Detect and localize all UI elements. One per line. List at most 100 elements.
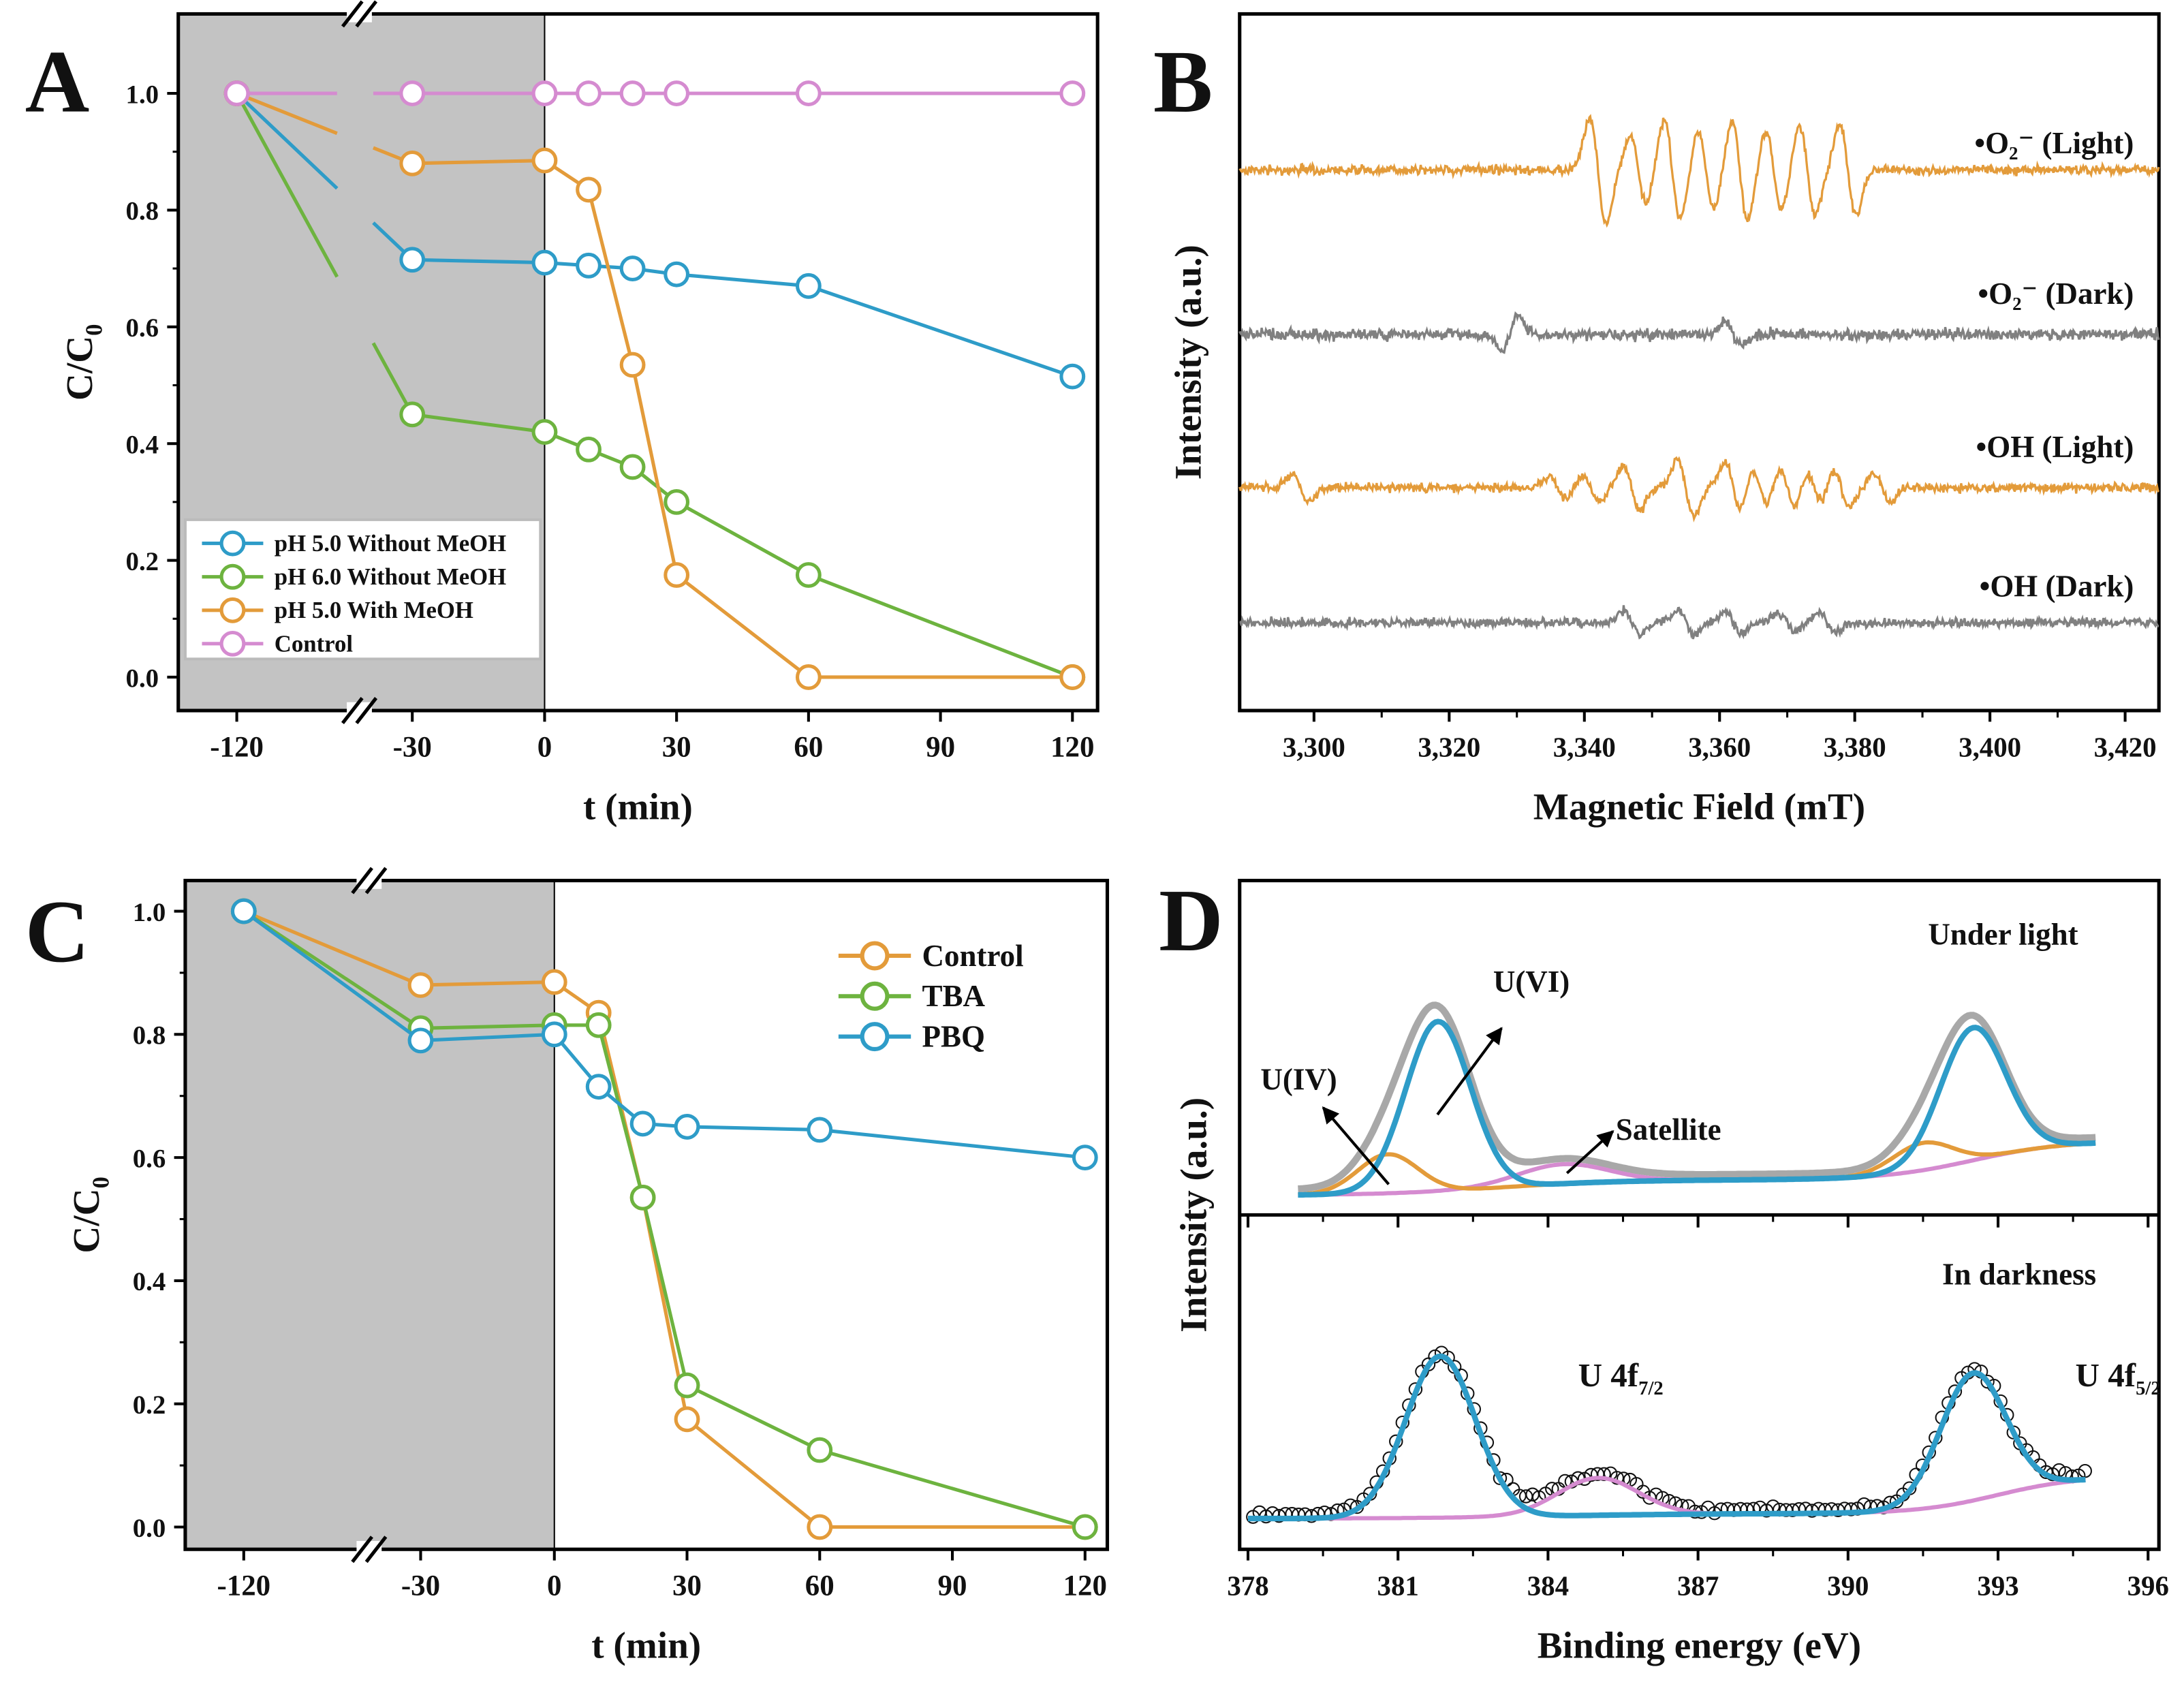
y-axis-label: Intensity (a.u.): [1167, 245, 1208, 480]
y-axis-label-main: C/C: [59, 336, 100, 401]
data-point: [399, 247, 426, 273]
data-point: [674, 1372, 700, 1399]
y-tick-label: 0.0: [126, 664, 159, 693]
legend-swatch-marker: [860, 1022, 890, 1052]
x-tick-label: 90: [926, 732, 955, 764]
panel-d: 378 381 384 387 390 393 396 U(VI) U(IV) Satellite…: [1173, 878, 2169, 1666]
axis-break-mark: [364, 1536, 388, 1563]
dark-phase-shading: [185, 880, 555, 1550]
subpanel-title: In darkness: [1942, 1258, 2096, 1292]
data-point: [531, 249, 558, 276]
y-axis-label: C/C0: [65, 1177, 114, 1253]
peak-label-f72: U 4f7/2: [1578, 1356, 1664, 1399]
data-point: [541, 969, 567, 995]
data-point: [807, 1117, 833, 1143]
data-point: [1059, 664, 1086, 690]
series-line-segment: [685, 1418, 821, 1529]
y-tick-label: 0.4: [133, 1267, 166, 1296]
peak-label-f52: U 4f5/2: [2076, 1356, 2161, 1399]
series-line-segment: [641, 1197, 689, 1386]
legend-swatch-marker: [219, 630, 246, 657]
x-tick-label: 30: [672, 1570, 702, 1602]
x-tick-label: 3,380: [1824, 732, 1886, 763]
data-point: [807, 1514, 833, 1540]
data-point: [407, 1027, 434, 1054]
x-tick-label: 3,340: [1553, 732, 1616, 763]
x-tick-label: -30: [393, 732, 432, 764]
x-axis-label: t (min): [583, 786, 693, 828]
y-axis-label-subscript: 0: [80, 324, 107, 336]
y-tick-label: 0.2: [133, 1390, 166, 1420]
panel-label-a: A: [25, 33, 90, 131]
data-point: [619, 352, 646, 378]
x-tick-label: -120: [210, 732, 264, 764]
x-tick-label: 90: [938, 1570, 967, 1602]
u-iv-label: U(IV): [1260, 1062, 1337, 1096]
y-tick-label: 0.0: [133, 1514, 166, 1543]
legend-label: Control: [922, 939, 1024, 973]
data-point: [585, 1074, 612, 1100]
peak-label-subscript: 7/2: [1638, 1377, 1664, 1399]
legend-label: pH 6.0 Without MeOH: [275, 563, 506, 590]
series-line-segment: [675, 500, 810, 577]
x-tick-label: 60: [805, 1570, 834, 1602]
x-tick-label: 0: [547, 1570, 561, 1602]
series-line-segment: [675, 573, 810, 679]
axis-break-mark: [351, 867, 373, 894]
data-point: [531, 80, 558, 106]
legend-swatch-marker: [860, 981, 890, 1011]
data-point: [399, 401, 426, 428]
series-line-segment: [411, 412, 545, 434]
plot-frame: [183, 878, 1110, 1551]
y-tick-label: 1.0: [133, 898, 166, 927]
data-point: [674, 1406, 700, 1433]
data-point: [664, 562, 690, 588]
peak-label-subscript: 5/2: [2136, 1377, 2161, 1399]
data-point: [1059, 363, 1086, 390]
series-line-segment: [420, 980, 555, 987]
component-curve: [1248, 1476, 2086, 1521]
data-point: [576, 80, 602, 106]
satellite-arrow: [1565, 1130, 1614, 1174]
x-tick-label: 390: [1827, 1571, 1869, 1602]
data-point: [629, 1184, 656, 1211]
x-axis-label: Magnetic Field (mT): [1533, 786, 1865, 828]
component-curve: [1298, 1018, 2096, 1198]
x-tick-label: 120: [1063, 1570, 1107, 1602]
envelope-fit-curve: [1298, 1001, 2096, 1193]
x-tick-label: -120: [217, 1570, 270, 1602]
panel-b: 3,300 3,320 3,340 3,360 3,380 3,400 3,420 •O₂⁻ …: [1167, 12, 2161, 828]
x-tick-label: 381: [1377, 1571, 1419, 1602]
legend-label: Control: [275, 630, 354, 657]
series-line-segment: [819, 1448, 1086, 1529]
data-point: [619, 255, 646, 282]
x-tick-label: 0: [537, 732, 552, 764]
series-line-segment: [371, 342, 414, 416]
data-point: [1059, 80, 1086, 106]
axis-break-mark: [341, 697, 364, 725]
data-point: [576, 176, 602, 203]
esr-spectrum-trace: [1238, 114, 2160, 228]
y-axis-label-subscript: 0: [87, 1177, 114, 1188]
series-line-segment: [420, 1023, 555, 1030]
satellite-label: Satellite: [1616, 1112, 1721, 1147]
component-curve: [1248, 1353, 2086, 1522]
series-line-segment: [807, 573, 1074, 679]
legend-swatch-marker: [219, 597, 246, 623]
series-line-segment: [587, 189, 635, 366]
axis-break-mark: [355, 697, 378, 725]
data-point: [531, 419, 558, 445]
legend-swatch-marker: [860, 941, 890, 971]
x-tick-label: 393: [1977, 1571, 2018, 1602]
x-tick-label: 30: [662, 732, 691, 764]
data-point: [629, 1110, 656, 1137]
axis-break-mark: [364, 867, 388, 894]
axis-break-mark: [341, 0, 364, 28]
data-point: [1072, 1514, 1098, 1540]
data-point: [664, 261, 690, 287]
series-line-segment: [412, 159, 545, 166]
series-line-segment: [235, 92, 339, 278]
data-point: [664, 488, 690, 515]
y-axis-label: C/C0: [59, 324, 107, 401]
